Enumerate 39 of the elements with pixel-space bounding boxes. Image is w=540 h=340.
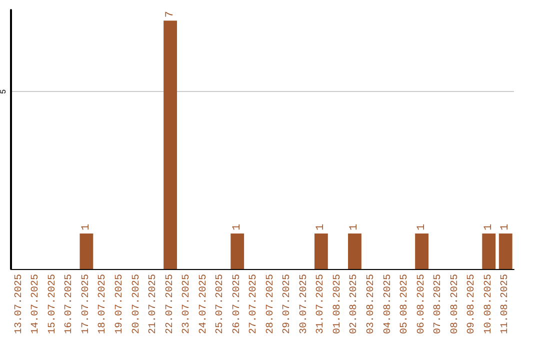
data-label: 1 — [315, 224, 328, 231]
data-label: 1 — [482, 224, 495, 231]
x-tick-label: 29.07.2025 — [282, 274, 294, 334]
x-tick-label: 07.08.2025 — [433, 274, 444, 334]
x-tick-label: 21.07.2025 — [148, 274, 160, 334]
data-label: 1 — [348, 224, 361, 231]
x-tick-label: 28.07.2025 — [265, 274, 276, 334]
x-tick-label: 09.08.2025 — [466, 274, 478, 334]
data-label: 1 — [80, 224, 92, 231]
x-tick-label: 31.07.2025 — [316, 274, 327, 334]
x-tick-label: 11.08.2025 — [500, 274, 512, 334]
data-label: 1 — [416, 224, 428, 231]
x-tick-label: 14.07.2025 — [30, 274, 42, 334]
x-tick-label: 03.08.2025 — [366, 274, 377, 334]
x-tick-label: 02.08.2025 — [349, 274, 360, 334]
x-tick-label: 08.08.2025 — [450, 274, 461, 334]
x-tick-label: 30.07.2025 — [298, 274, 310, 334]
x-tick-label: 13.07.2025 — [14, 274, 25, 334]
y-tick-label: 5 — [0, 89, 8, 94]
x-tick-label: 26.07.2025 — [232, 274, 243, 334]
x-tick-label: 01.08.2025 — [332, 274, 344, 334]
x-tick-label: 15.07.2025 — [47, 274, 58, 334]
x-tick-label: 16.07.2025 — [64, 274, 76, 334]
x-tick-label: 20.07.2025 — [131, 274, 142, 334]
x-tick-label: 27.07.2025 — [248, 274, 260, 334]
x-tick-label: 19.07.2025 — [114, 274, 126, 334]
x-tick-label: 23.07.2025 — [182, 274, 193, 334]
x-tick-label: 06.08.2025 — [416, 274, 428, 334]
x-tick-label: 17.07.2025 — [80, 274, 92, 334]
data-label: 1 — [500, 224, 512, 231]
data-label: 7 — [164, 11, 176, 18]
data-label: 1 — [231, 224, 244, 231]
x-tick-label: 25.07.2025 — [215, 274, 226, 334]
x-tick-label: 22.07.2025 — [164, 274, 176, 334]
x-tick-label: 10.08.2025 — [483, 274, 494, 334]
x-tick-label: 18.07.2025 — [98, 274, 109, 334]
x-tick-label: 04.08.2025 — [382, 274, 394, 334]
x-tick-label: 05.08.2025 — [400, 274, 411, 334]
x-tick-label: 24.07.2025 — [198, 274, 210, 334]
